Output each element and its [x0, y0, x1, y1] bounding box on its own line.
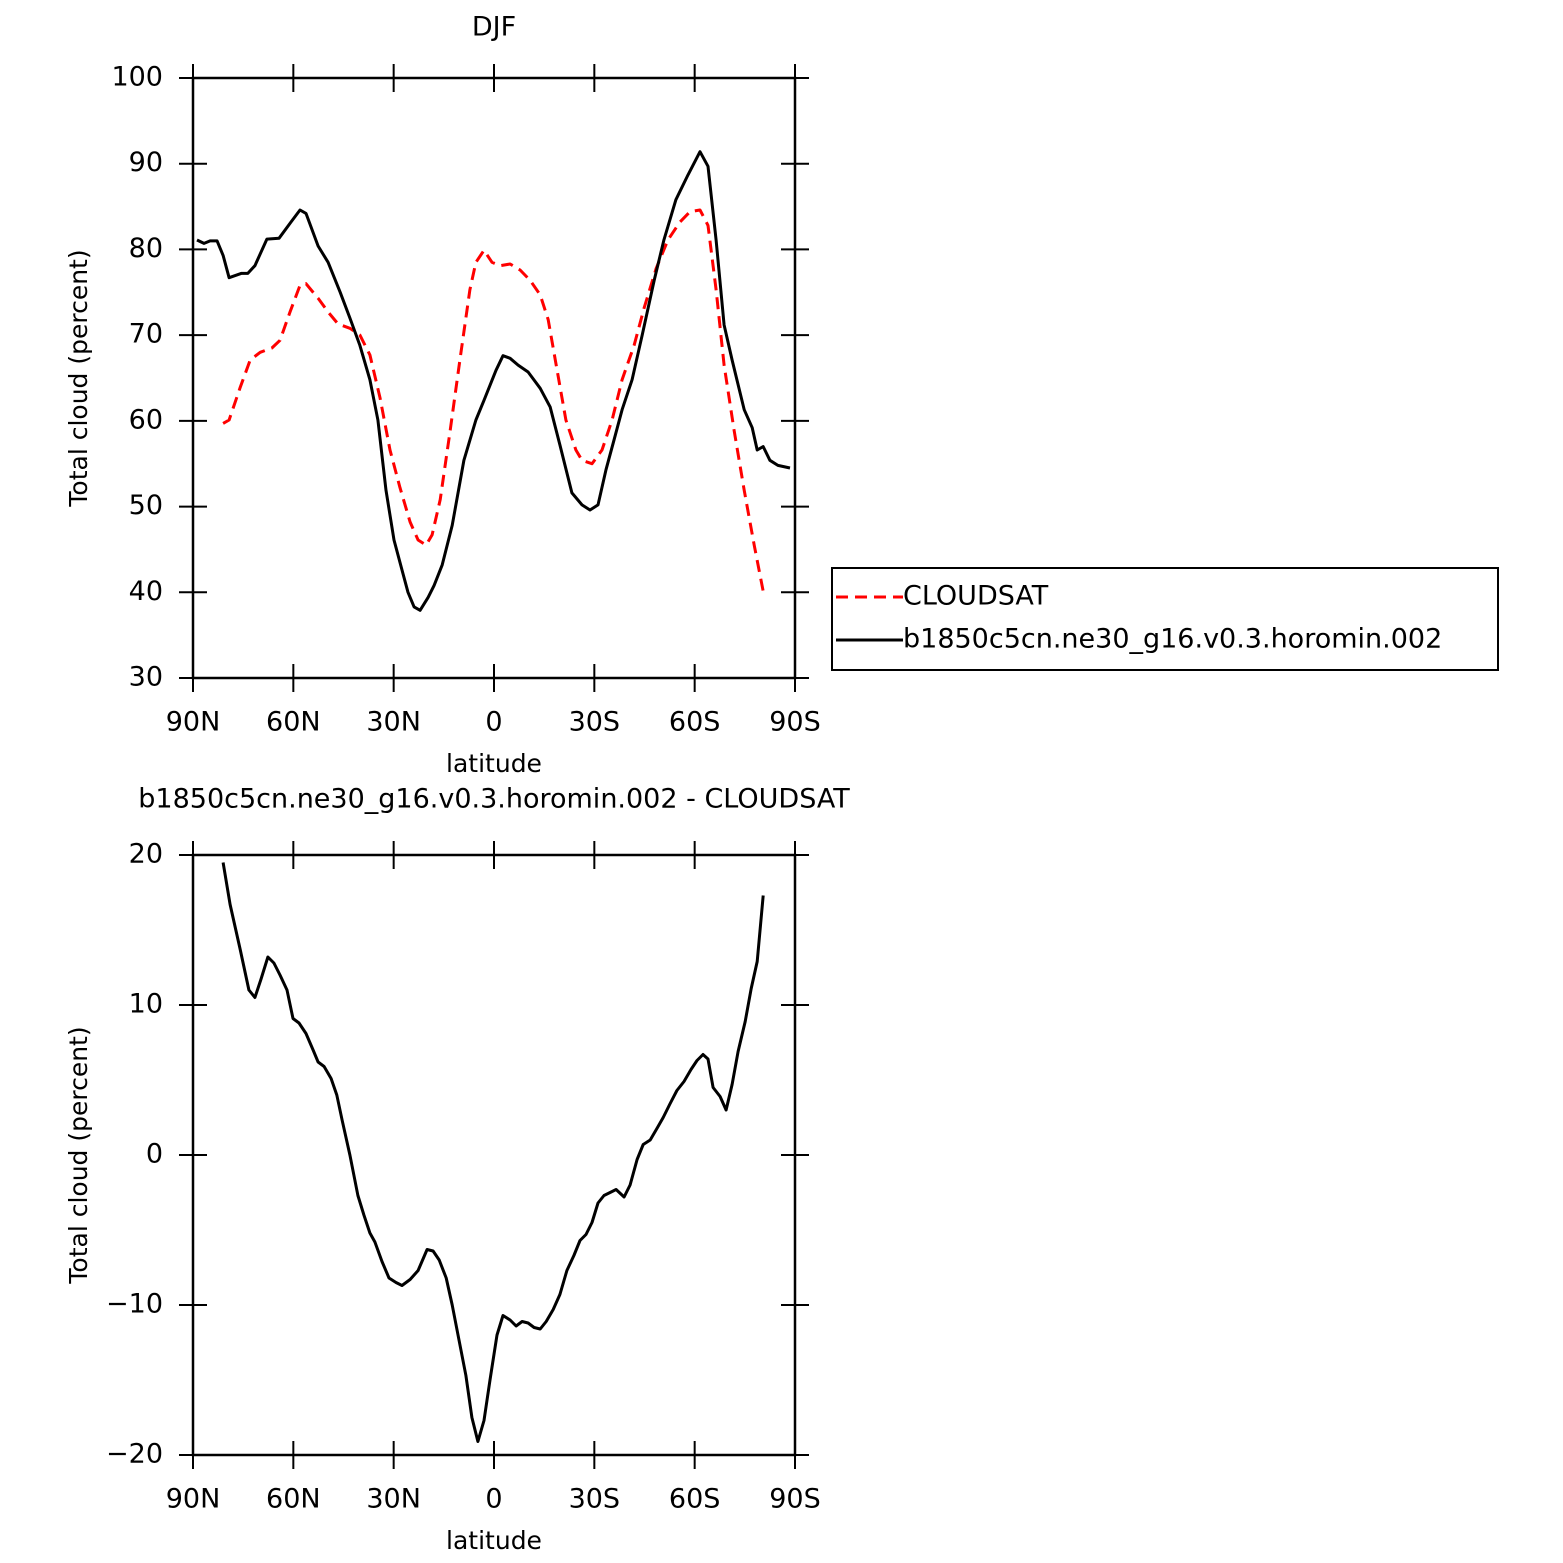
y-tick-label: −10	[106, 1289, 163, 1320]
y-tick-label: 20	[129, 839, 163, 870]
x-tick-label: 60N	[266, 707, 321, 738]
y-tick-label: −20	[106, 1439, 163, 1470]
x-tick-label: 90S	[769, 707, 821, 738]
y-tick-label: 70	[129, 319, 163, 350]
plot-frame	[191, 853, 797, 1457]
x-tick-label: 60S	[669, 1484, 721, 1515]
x-tick-label: 90S	[769, 1484, 821, 1515]
plot-frame	[191, 76, 797, 680]
x-tick-label: 0	[485, 707, 502, 738]
legend-box	[831, 567, 1499, 671]
x-axis-label: latitude	[446, 749, 542, 778]
y-axis-label: Total cloud (percent)	[64, 249, 93, 507]
y-tick-label: 90	[129, 147, 163, 178]
y-tick-label: 40	[129, 576, 163, 607]
x-tick-label: 30N	[366, 707, 421, 738]
x-tick-label: 60S	[669, 707, 721, 738]
y-tick-label: 10	[129, 989, 163, 1020]
legend-label: b1850c5cn.ne30_g16.v0.3.horomin.002	[903, 624, 1442, 655]
x-tick-label: 30S	[569, 1484, 621, 1515]
data-line	[221, 862, 765, 1443]
x-axis-label: latitude	[446, 1526, 542, 1555]
y-tick-label: 30	[129, 662, 163, 693]
y-axis-label: Total cloud (percent)	[64, 1026, 93, 1284]
x-tick-label: 0	[485, 1484, 502, 1515]
y-tick-label: 0	[146, 1139, 163, 1170]
y-tick-label: 50	[129, 490, 163, 521]
y-tick-label: 60	[129, 404, 163, 435]
y-tick-label: 100	[111, 62, 163, 93]
data-line	[196, 150, 791, 612]
x-tick-label: 30S	[569, 707, 621, 738]
x-tick-label: 90N	[166, 707, 221, 738]
data-line	[222, 208, 766, 596]
y-tick-label: 80	[129, 233, 163, 264]
x-tick-label: 60N	[266, 1484, 321, 1515]
x-tick-label: 30N	[366, 1484, 421, 1515]
chart-title: b1850c5cn.ne30_g16.v0.3.horomin.002 - CL…	[138, 784, 850, 815]
legend-label: CLOUDSAT	[903, 581, 1049, 612]
chart-title: DJF	[472, 12, 516, 43]
x-tick-label: 90N	[166, 1484, 221, 1515]
